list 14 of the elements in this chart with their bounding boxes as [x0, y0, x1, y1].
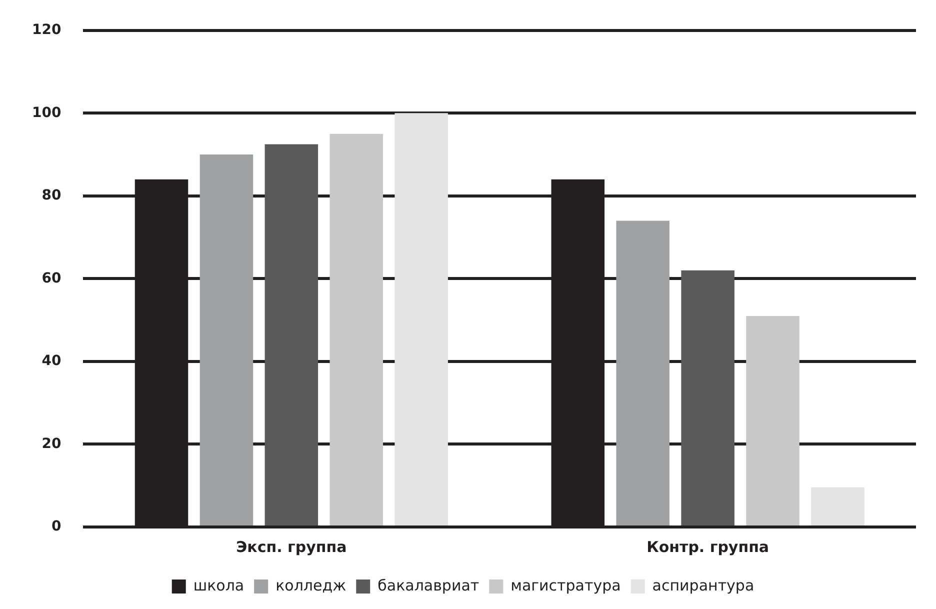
y-tick-label: 120: [32, 22, 62, 38]
legend-label: бакалавриат: [378, 576, 480, 594]
y-tick-label: 0: [51, 518, 62, 535]
y-tick-label: 80: [42, 188, 62, 204]
y-tick-label: 60: [42, 270, 62, 286]
legend-label: аспирантура: [652, 576, 754, 594]
legend-label: школа: [193, 576, 244, 594]
y-tick-label: 40: [42, 353, 62, 370]
x-tick-label: Эксп. группа: [236, 538, 347, 556]
y-tick-label: 20: [42, 436, 62, 452]
x-tick-label: Контр. группа: [646, 538, 770, 556]
legend-label: колледж: [276, 576, 346, 594]
y-tick-label: 100: [32, 104, 62, 121]
legend-label: магистратура: [510, 576, 621, 594]
